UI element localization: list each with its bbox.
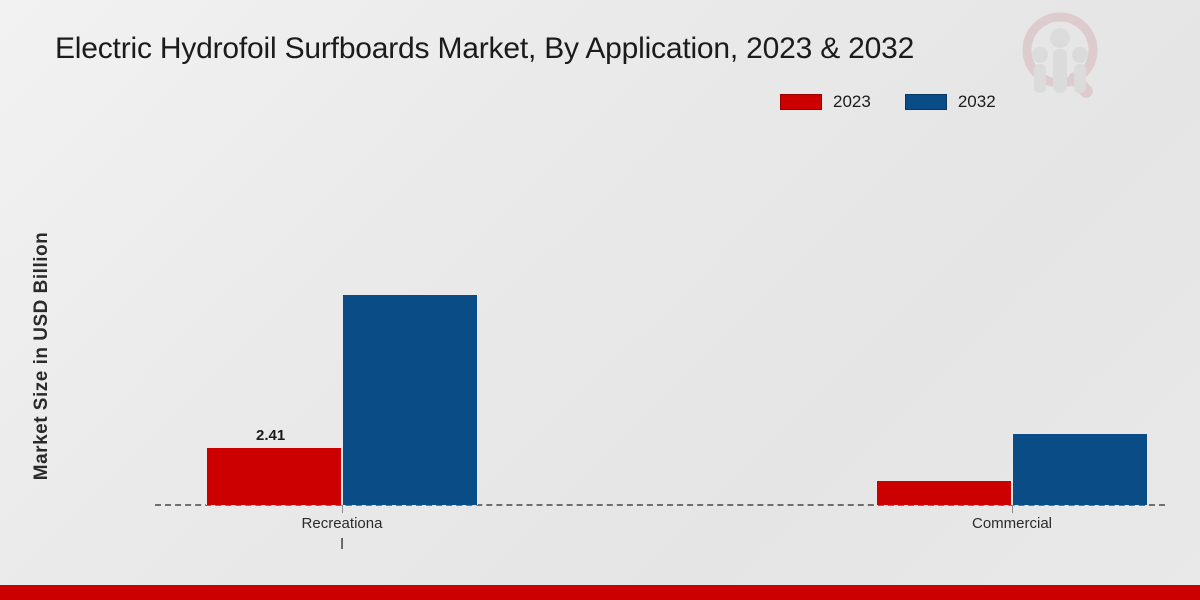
x-label-commercial: Commercial xyxy=(932,513,1092,534)
legend-item-2032[interactable]: 2032 xyxy=(904,92,996,112)
x-label-recreational: Recreationa l xyxy=(262,513,422,555)
x-tick-commercial xyxy=(1012,505,1013,513)
legend-swatch-2032 xyxy=(904,94,947,110)
legend-swatch-2023 xyxy=(780,94,822,110)
x-label-commercial-line1: Commercial xyxy=(971,515,1052,532)
bar-commercial-2032[interactable] xyxy=(1012,433,1148,505)
legend-item-2023[interactable]: 2023 xyxy=(780,92,871,112)
bottom-accent-strip xyxy=(0,585,1200,600)
x-label-recreational-line2: l xyxy=(340,536,344,553)
chart-legend: 2023 2032 xyxy=(780,92,996,112)
bar-commercial-2023[interactable] xyxy=(876,480,1012,505)
x-tick-recreational xyxy=(342,505,343,513)
legend-label-2023: 2023 xyxy=(833,92,871,111)
legend-label-2032: 2032 xyxy=(957,92,996,111)
x-axis-baseline xyxy=(155,504,1165,506)
bar-recreational-2023[interactable] xyxy=(206,447,342,505)
bar-value-recreational-2023: 2.41 xyxy=(256,427,286,444)
chart-title: Electric Hydrofoil Surfboards Market, By… xyxy=(55,32,915,65)
bar-recreational-2032[interactable] xyxy=(342,294,478,505)
x-label-recreational-line1: Recreationa xyxy=(301,515,383,532)
